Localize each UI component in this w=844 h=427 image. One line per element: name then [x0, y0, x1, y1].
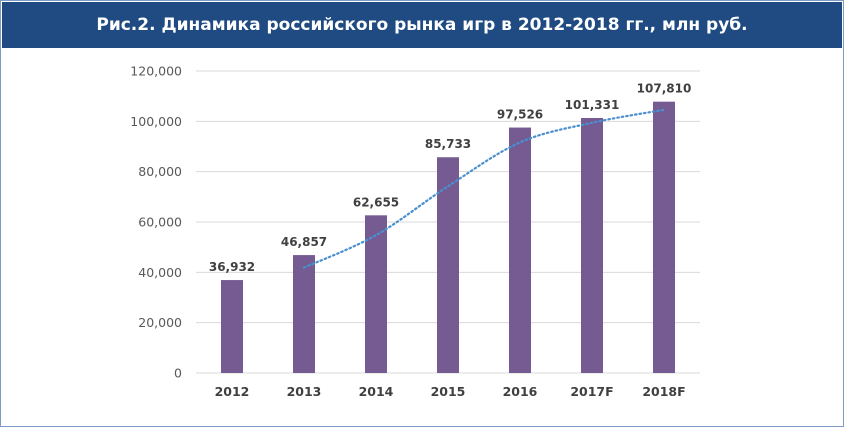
y-tick-label: 100,000 — [130, 114, 182, 129]
y-tick-label: 60,000 — [138, 215, 182, 230]
data-label: 46,857 — [281, 235, 327, 249]
x-tick-label: 2012 — [215, 384, 250, 399]
x-tick-label: 2014 — [359, 384, 394, 399]
bar — [365, 215, 387, 373]
bar — [221, 280, 243, 373]
y-tick-label: 120,000 — [130, 64, 182, 79]
chart-title: Рис.2. Динамика российского рынка игр в … — [2, 2, 842, 48]
y-tick-label: 40,000 — [138, 265, 182, 280]
x-tick-label: 2015 — [431, 384, 466, 399]
bar — [653, 101, 675, 374]
trendline-path — [302, 108, 666, 269]
x-tick-label: 2018F — [642, 384, 685, 399]
data-labels: 36,932 46,857 62,655 85,733 97,526 101,331 107… — [209, 82, 691, 274]
y-tick-label: 80,000 — [138, 164, 182, 179]
bar — [293, 255, 315, 373]
data-label: 107,810 — [637, 82, 692, 96]
y-axis-ticks: 0 20,000 40,000 60,000 80,000 100,000 120,000 — [130, 64, 182, 381]
trendline — [302, 108, 666, 269]
bar — [509, 127, 531, 373]
bars — [221, 101, 675, 374]
data-label: 101,331 — [565, 98, 620, 112]
data-label: 97,526 — [497, 108, 543, 122]
bar — [581, 117, 603, 374]
x-tick-label: 2017F — [570, 384, 613, 399]
x-tick-label: 2016 — [503, 384, 538, 399]
y-tick-label: 20,000 — [138, 315, 182, 330]
x-axis-ticks: 2012 2013 2014 2015 2016 2017F 2018F — [215, 384, 686, 399]
data-label: 36,932 — [209, 260, 255, 274]
bar — [437, 157, 459, 373]
data-label: 62,655 — [353, 195, 399, 209]
data-label: 85,733 — [425, 137, 471, 151]
x-tick-label: 2013 — [287, 384, 322, 399]
y-tick-label: 0 — [174, 366, 182, 381]
